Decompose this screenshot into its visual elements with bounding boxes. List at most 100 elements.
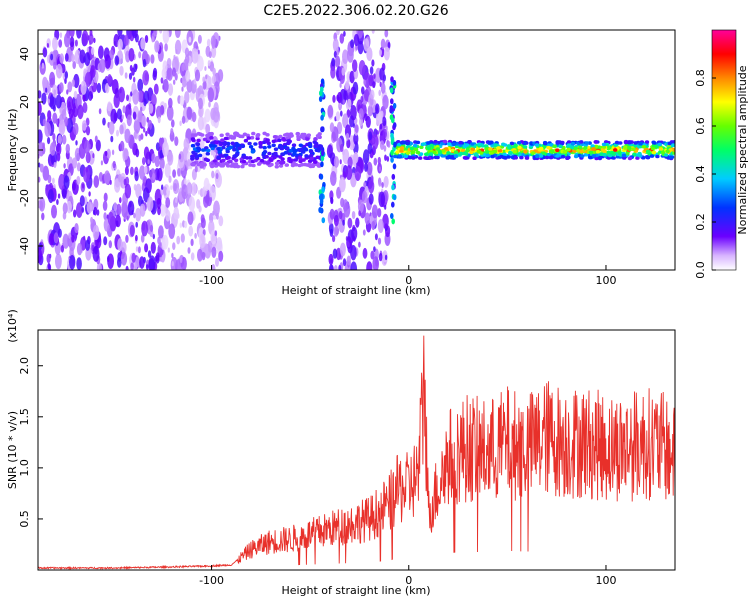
spectrogram-cell — [135, 256, 141, 268]
spectrogram-cell — [371, 204, 378, 219]
spectrogram-cell — [172, 242, 176, 251]
spectrogram-cell — [517, 145, 522, 150]
spectrogram-cell — [371, 134, 379, 150]
y-tick-label: 2.0 — [18, 357, 31, 375]
spectrogram-cell — [175, 197, 178, 204]
spectrogram-cell — [140, 234, 145, 243]
spectrogram-cell — [212, 67, 216, 76]
spectrogram-cell — [124, 128, 131, 143]
spectrogram-cell — [135, 183, 142, 199]
spectrogram-cell — [279, 160, 284, 165]
spectrogram-cell — [153, 83, 159, 95]
spectrogram-cell — [209, 164, 215, 169]
spectrogram-cell — [391, 173, 396, 180]
spectrogram-cell — [377, 208, 382, 218]
spectrogram-cell — [279, 146, 285, 151]
spectrogram-cell — [458, 140, 463, 145]
spectrogram-cell — [584, 141, 590, 145]
spectrogram-cell — [211, 40, 216, 49]
spectrogram-cell — [392, 102, 397, 109]
spectrogram-cell — [126, 215, 129, 221]
spectrogram-cell — [645, 155, 650, 160]
spectrogram-cell — [579, 149, 584, 154]
spectrogram-cell — [320, 114, 324, 121]
spectrogram-cell — [104, 83, 110, 94]
spectrogram-cell — [363, 89, 370, 102]
spectrogram-cell — [353, 132, 359, 145]
spectrogram-cell — [373, 157, 378, 166]
spectrogram-cell — [63, 163, 66, 169]
spectrogram-cell — [115, 214, 121, 228]
spectrogram-cell — [174, 30, 181, 38]
spectrogram-cell — [127, 200, 135, 216]
spectrogram-cell — [535, 154, 540, 158]
spectrogram-cell — [282, 138, 287, 142]
spectrogram-cell — [343, 30, 346, 37]
spectrogram-cell — [151, 93, 157, 105]
spectrogram-cell — [173, 183, 177, 192]
spectrogram-cell — [62, 233, 70, 249]
spectrogram-cell — [298, 143, 303, 148]
spectrogram-cell — [593, 140, 598, 144]
spectrogram-cell — [378, 49, 382, 57]
spectrogram-cell — [71, 234, 75, 243]
spectrogram-cell — [74, 39, 78, 47]
spectrogram-cell — [442, 139, 448, 144]
spectrogram-cell — [110, 108, 117, 124]
spectrogram-cell — [343, 90, 348, 101]
spectrogram-cell — [176, 235, 181, 245]
spectrogram-cell — [336, 30, 340, 36]
y-tick-label: -40 — [18, 237, 31, 255]
snr-frame — [37, 329, 676, 571]
spectrogram-cell — [226, 146, 232, 151]
spectrogram-cell — [185, 70, 191, 82]
spectrogram-cell — [378, 89, 382, 96]
spectrogram-cell — [49, 71, 56, 86]
spectrogram-cell — [343, 202, 351, 218]
spectrogram-cell — [339, 176, 346, 193]
spectrogram-cell — [49, 142, 56, 156]
spectrogram-cell — [458, 143, 463, 148]
chart-title: C2E5.2022.306.02.20.G26 — [263, 3, 448, 19]
spectrogram-cell — [607, 153, 613, 158]
spectrogram-cell — [159, 30, 163, 34]
spectrogram-cell — [181, 115, 186, 124]
spectrogram-cell — [371, 59, 375, 67]
spectrogram-cell — [333, 50, 337, 58]
spectrogram-cell — [386, 156, 390, 162]
spectrogram-cell — [366, 161, 373, 176]
spectrogram-cell — [67, 81, 73, 93]
spectrogram-cell — [549, 149, 554, 153]
spectrogram-cell — [133, 118, 141, 134]
spectrogram-cell — [638, 141, 644, 146]
spectrogram-cell — [320, 155, 325, 162]
spectrogram-cell — [64, 78, 67, 84]
spectrogram-cell — [166, 67, 173, 81]
spectrogram-cell — [135, 234, 138, 242]
spectrogram-cell — [351, 226, 358, 241]
spectrogram-cell — [341, 67, 346, 76]
spectrogram-cell — [253, 142, 258, 146]
spectrogram-cell — [627, 140, 632, 145]
spectrogram-cell — [251, 131, 256, 136]
spectrogram-cell — [580, 154, 585, 158]
spectrogram-cell — [407, 155, 413, 160]
spectrogram-cell — [151, 153, 156, 164]
spectrogram-cell — [103, 192, 108, 202]
spectrogram-cell — [53, 161, 57, 169]
spectrogram-cell — [342, 219, 345, 226]
spectrogram-cell — [392, 194, 397, 201]
spectrogram-cell — [228, 159, 233, 164]
spectrogram-cell — [278, 155, 283, 159]
spectrogram-cell — [339, 82, 342, 88]
spectrogram-cell — [240, 144, 246, 149]
spectrogram-cell — [69, 36, 75, 48]
spectrogram-cell — [426, 141, 431, 145]
spectrogram-cell — [591, 154, 596, 158]
spectrogram-cell — [81, 30, 89, 46]
spectrogram-cell — [493, 143, 499, 147]
spectrogram-cell — [55, 253, 62, 270]
spectrogram-cell — [523, 149, 528, 154]
spectrogram-cell — [569, 145, 574, 149]
spectrogram-cell — [162, 78, 169, 93]
